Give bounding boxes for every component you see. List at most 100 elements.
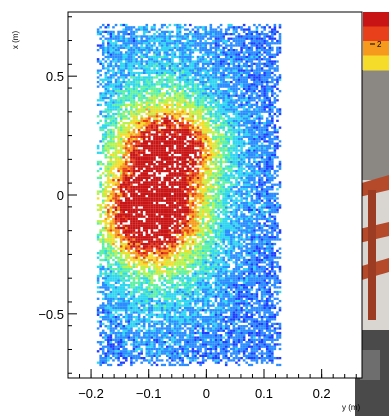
heatmap-cell — [176, 343, 179, 346]
heatmap-cell — [101, 46, 105, 49]
heatmap-cell — [148, 213, 151, 216]
heatmap-cell — [166, 320, 169, 323]
heatmap-cell — [155, 76, 159, 79]
heatmap-cell — [145, 23, 149, 27]
heatmap-cell — [109, 206, 113, 209]
heatmap-cell — [199, 347, 202, 351]
heatmap-cell — [173, 74, 177, 77]
heatmap-cell — [168, 42, 172, 45]
heatmap-cell — [142, 163, 146, 166]
heatmap-cell — [171, 272, 174, 275]
heatmap-cell — [199, 188, 202, 191]
heatmap-cell — [176, 151, 179, 154]
heatmap-cell — [194, 238, 197, 241]
heatmap-cell — [114, 334, 118, 337]
heatmap-cell — [104, 190, 108, 193]
heatmap-cell — [114, 220, 118, 223]
heatmap-cell — [160, 210, 164, 214]
heatmap-cell — [160, 135, 164, 138]
heatmap-cell — [125, 163, 128, 166]
heatmap-cell — [194, 185, 197, 189]
heatmap-cell — [173, 274, 177, 278]
heatmap-cell — [114, 309, 118, 312]
heatmap-cell — [158, 53, 161, 56]
heatmap-cell — [125, 85, 128, 88]
heatmap-cell — [171, 201, 174, 205]
heatmap-cell — [189, 74, 192, 77]
heatmap-cell — [137, 201, 141, 205]
heatmap-cell — [114, 210, 118, 214]
heatmap-cell — [158, 338, 161, 342]
heatmap-cell — [168, 336, 172, 339]
heatmap-cell — [166, 270, 169, 273]
heatmap-cell — [119, 53, 123, 56]
heatmap-cell — [140, 338, 143, 342]
heatmap-cell — [166, 158, 169, 161]
heatmap-cell — [130, 87, 133, 91]
heatmap-cell — [163, 288, 166, 291]
heatmap-cell — [96, 176, 100, 180]
heatmap-cell — [112, 64, 115, 68]
heatmap-cell — [125, 295, 128, 298]
heatmap-cell — [201, 197, 205, 200]
heatmap-cell — [101, 85, 105, 88]
heatmap-cell — [163, 78, 166, 81]
heatmap-cell — [201, 201, 205, 205]
heatmap-cell — [148, 153, 151, 157]
heatmap-cell — [104, 356, 108, 360]
heatmap-cell — [168, 121, 172, 125]
background-photo — [355, 70, 389, 416]
heatmap-cell — [158, 78, 161, 81]
heatmap-cell — [189, 131, 192, 134]
heatmap-cell — [150, 60, 154, 63]
heatmap-cell — [137, 35, 141, 38]
heatmap-cell — [135, 133, 138, 136]
heatmap-cell — [191, 80, 195, 84]
heatmap-cell — [186, 286, 190, 289]
heatmap-cell — [135, 318, 138, 321]
heatmap-cell — [127, 213, 131, 216]
heatmap-cell — [176, 96, 179, 100]
heatmap-cell — [189, 174, 192, 177]
heatmap-cell — [178, 39, 182, 43]
heatmap-cell — [109, 343, 113, 346]
heatmap-cell — [191, 318, 195, 321]
heatmap-cell — [201, 270, 205, 273]
heatmap-cell — [186, 35, 190, 38]
heatmap-cell — [186, 206, 190, 209]
heatmap-cell — [117, 313, 120, 316]
heatmap-cell — [199, 48, 202, 52]
heatmap-cell — [114, 199, 118, 202]
heatmap-cell — [119, 350, 123, 353]
heatmap-cell — [137, 80, 141, 84]
heatmap-cell — [107, 163, 110, 166]
heatmap-cell — [189, 64, 192, 68]
heatmap-cell — [122, 336, 126, 339]
heatmap-cell — [114, 197, 118, 200]
heatmap-cell — [201, 247, 205, 250]
heatmap-cell — [140, 37, 143, 40]
heatmap-cell — [137, 233, 141, 237]
heatmap-cell — [130, 222, 133, 225]
heatmap-cell — [125, 288, 128, 291]
heatmap-cell — [160, 320, 164, 323]
heatmap-cell — [183, 83, 187, 86]
heatmap-cell — [158, 42, 161, 45]
heatmap-cell — [199, 265, 202, 269]
heatmap-cell — [140, 286, 143, 289]
heatmap-cell — [166, 108, 169, 111]
heatmap-cell — [117, 78, 120, 81]
heatmap-cell — [183, 60, 187, 63]
heatmap-cell — [191, 229, 195, 232]
heatmap-cell — [171, 315, 174, 319]
heatmap-cell — [130, 295, 133, 298]
heatmap-cell — [196, 117, 200, 120]
heatmap-cell — [142, 268, 146, 271]
heatmap-cell — [122, 238, 126, 241]
heatmap-cell — [119, 147, 123, 150]
heatmap-cell — [155, 334, 159, 337]
heatmap-cell — [183, 96, 187, 100]
heatmap-cell — [158, 222, 161, 225]
heatmap-cell — [135, 281, 138, 284]
heatmap-cell — [181, 313, 184, 316]
